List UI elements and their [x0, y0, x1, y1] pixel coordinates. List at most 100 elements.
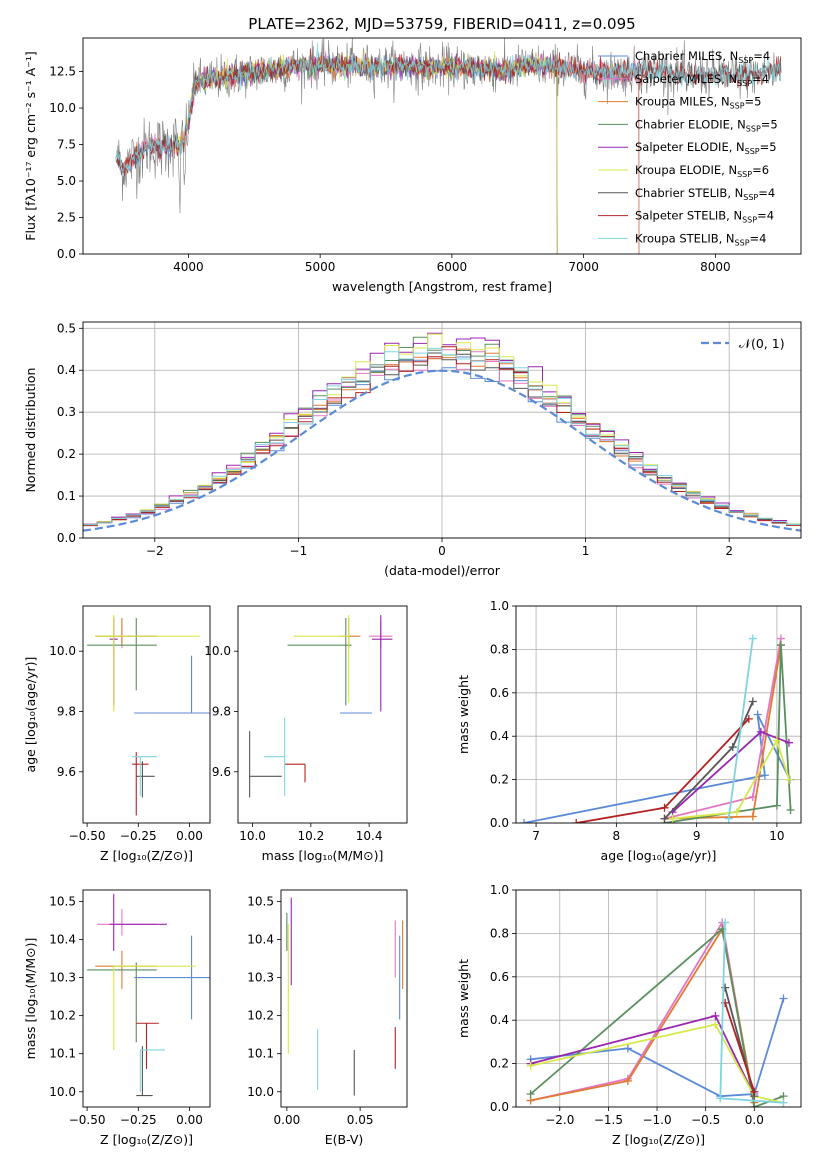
y-tick-label: 12.5	[49, 65, 76, 79]
x-tick-label: −0.50	[69, 1113, 106, 1127]
y-tick-label: 9.6	[57, 765, 76, 779]
x-tick-label: 0.00	[176, 1113, 203, 1127]
y-tick-label: 10.1	[49, 1047, 76, 1061]
axes-frame	[237, 605, 408, 824]
weight-point	[786, 805, 795, 814]
x-tick-label: −1.0	[642, 1113, 671, 1127]
x-tick-label: −0.25	[120, 1113, 157, 1127]
x-tick-label: 0.00	[176, 829, 203, 843]
x-tick-label: 0	[438, 544, 446, 558]
legend-suffix: =4	[750, 231, 767, 245]
y-tick-label: 0.1	[57, 489, 76, 503]
weight-point	[748, 634, 757, 643]
weight-point	[721, 918, 730, 927]
weight-point	[750, 1103, 759, 1107]
weight-point	[623, 1076, 632, 1085]
plot-area	[520, 634, 795, 823]
plot-area	[87, 615, 210, 816]
x-tick-label: −0.5	[691, 1113, 720, 1127]
legend-suffix: =4	[752, 72, 769, 86]
model-line-chabrier-elodie	[188, 53, 558, 254]
y-tick-label: 9.8	[57, 704, 76, 718]
legend-suffix: =5	[745, 95, 762, 109]
x-tick-label: 9	[693, 829, 701, 843]
x-tick-label: 8000	[700, 260, 731, 274]
x-axis-label: wavelength [Angstrom, rest frame]	[332, 279, 552, 294]
y-axis-label: Flux [fλ10⁻¹⁷ erg cm⁻² s⁻¹ A⁻¹]	[23, 51, 38, 240]
weight-line-chabrier-elodie	[664, 645, 792, 823]
x-tick-label: −0.25	[120, 829, 157, 843]
y-tick-label: 9.8	[212, 704, 231, 718]
legend: 𝒩(0, 1)	[701, 336, 785, 351]
weight-point	[779, 994, 788, 1003]
y-tick-label: 0.5	[57, 321, 76, 335]
weight-point	[772, 801, 781, 810]
legend-entry: Chabrier MILES, NSSP=4	[635, 49, 770, 65]
y-tick-label: 10.4	[247, 932, 274, 946]
y-tick-label: 0.0	[490, 1100, 509, 1114]
y-tick-label: 0.2	[490, 1057, 509, 1071]
y-tick-label: 10.0	[49, 1085, 76, 1099]
legend-label: Salpeter STELIB, N	[635, 209, 742, 223]
y-tick-label: 5.0	[57, 174, 76, 188]
axes-frame	[82, 889, 211, 1108]
legend-suffix: =5	[761, 117, 778, 131]
x-tick-label: 8	[613, 829, 621, 843]
x-tick-label: −1	[290, 544, 308, 558]
weight-point	[572, 819, 581, 823]
y-axis-label: mass weight	[456, 959, 471, 1038]
weight-point	[784, 775, 793, 784]
legend-suffix: =5	[760, 140, 777, 154]
weight-point	[724, 814, 733, 823]
weight-point	[520, 819, 529, 823]
y-tick-label: 0.0	[57, 531, 76, 545]
weight-point	[772, 736, 781, 745]
weight-line-kroupa-stelib	[719, 922, 784, 1104]
weight-point	[660, 803, 669, 812]
legend-entry: Kroupa MILES, NSSP=5	[635, 95, 761, 111]
y-tick-label: 7.5	[57, 138, 76, 152]
y-tick-label: 0.8	[490, 926, 509, 940]
chart-residuals: −2 −1 0 1 2 0.0 0.1 0.2 0.3 0.4 0.5 (data-model)/er…	[23, 321, 802, 578]
y-tick-label: 10.0	[49, 101, 76, 115]
legend-sub: SSP	[743, 193, 758, 202]
x-tick-label: 7	[532, 829, 540, 843]
legend-suffix: =4	[753, 49, 770, 63]
y-tick-label: 10.0	[204, 644, 231, 658]
weight-point	[753, 710, 762, 719]
weight-point	[779, 1098, 788, 1107]
legend-entry: Chabrier ELODIE, NSSP=5	[635, 117, 778, 133]
weight-point	[748, 697, 757, 706]
histogram-kroupa-elodie	[83, 333, 801, 526]
weight-line-kroupa-stelib	[727, 638, 754, 819]
y-tick-label: 0.6	[490, 686, 509, 700]
y-axis-label: mass weight	[456, 675, 471, 754]
model-line-kroupa-stelib	[115, 42, 782, 174]
weight-point	[732, 808, 741, 817]
x-tick-label: 5000	[305, 260, 336, 274]
y-tick-label: 10.0	[49, 644, 76, 658]
legend-entry: 𝒩(0, 1)	[739, 336, 785, 351]
chart-mass-vs-Z: −0.50 −0.25 0.00 10.0 10.1 10.2 10.3 10.4 10.5 Z …	[23, 889, 211, 1147]
y-tick-label: 0.2	[57, 447, 76, 461]
y-tick-label: 1.0	[490, 883, 509, 897]
y-tick-label: 0.0	[57, 247, 76, 261]
legend-sub: SSP	[735, 238, 750, 247]
legend-entry: Salpeter STELIB, NSSP=4	[635, 209, 774, 225]
y-tick-label: 0.2	[490, 773, 509, 787]
legend-suffix: =6	[752, 163, 769, 177]
y-tick-label: 10.2	[247, 1009, 274, 1023]
legend-sub: SSP	[742, 216, 757, 225]
weight-point	[660, 814, 669, 823]
weight-point	[776, 641, 785, 650]
y-tick-label: 0.3	[57, 405, 76, 419]
x-tick-label: 10.4	[356, 829, 383, 843]
plot-area	[115, 38, 782, 254]
y-tick-label: 10.5	[49, 894, 76, 908]
axes-frame	[515, 605, 802, 824]
chart-age-vs-mass: 10.0 10.2 10.4 9.6 9.8 10.0 mass [log₁₀(M/M⊙)]	[204, 605, 408, 863]
legend-sub: SSP	[737, 170, 752, 179]
legend-label: Salpeter ELODIE, N	[635, 140, 745, 154]
legend-sub: SSP	[746, 124, 761, 133]
